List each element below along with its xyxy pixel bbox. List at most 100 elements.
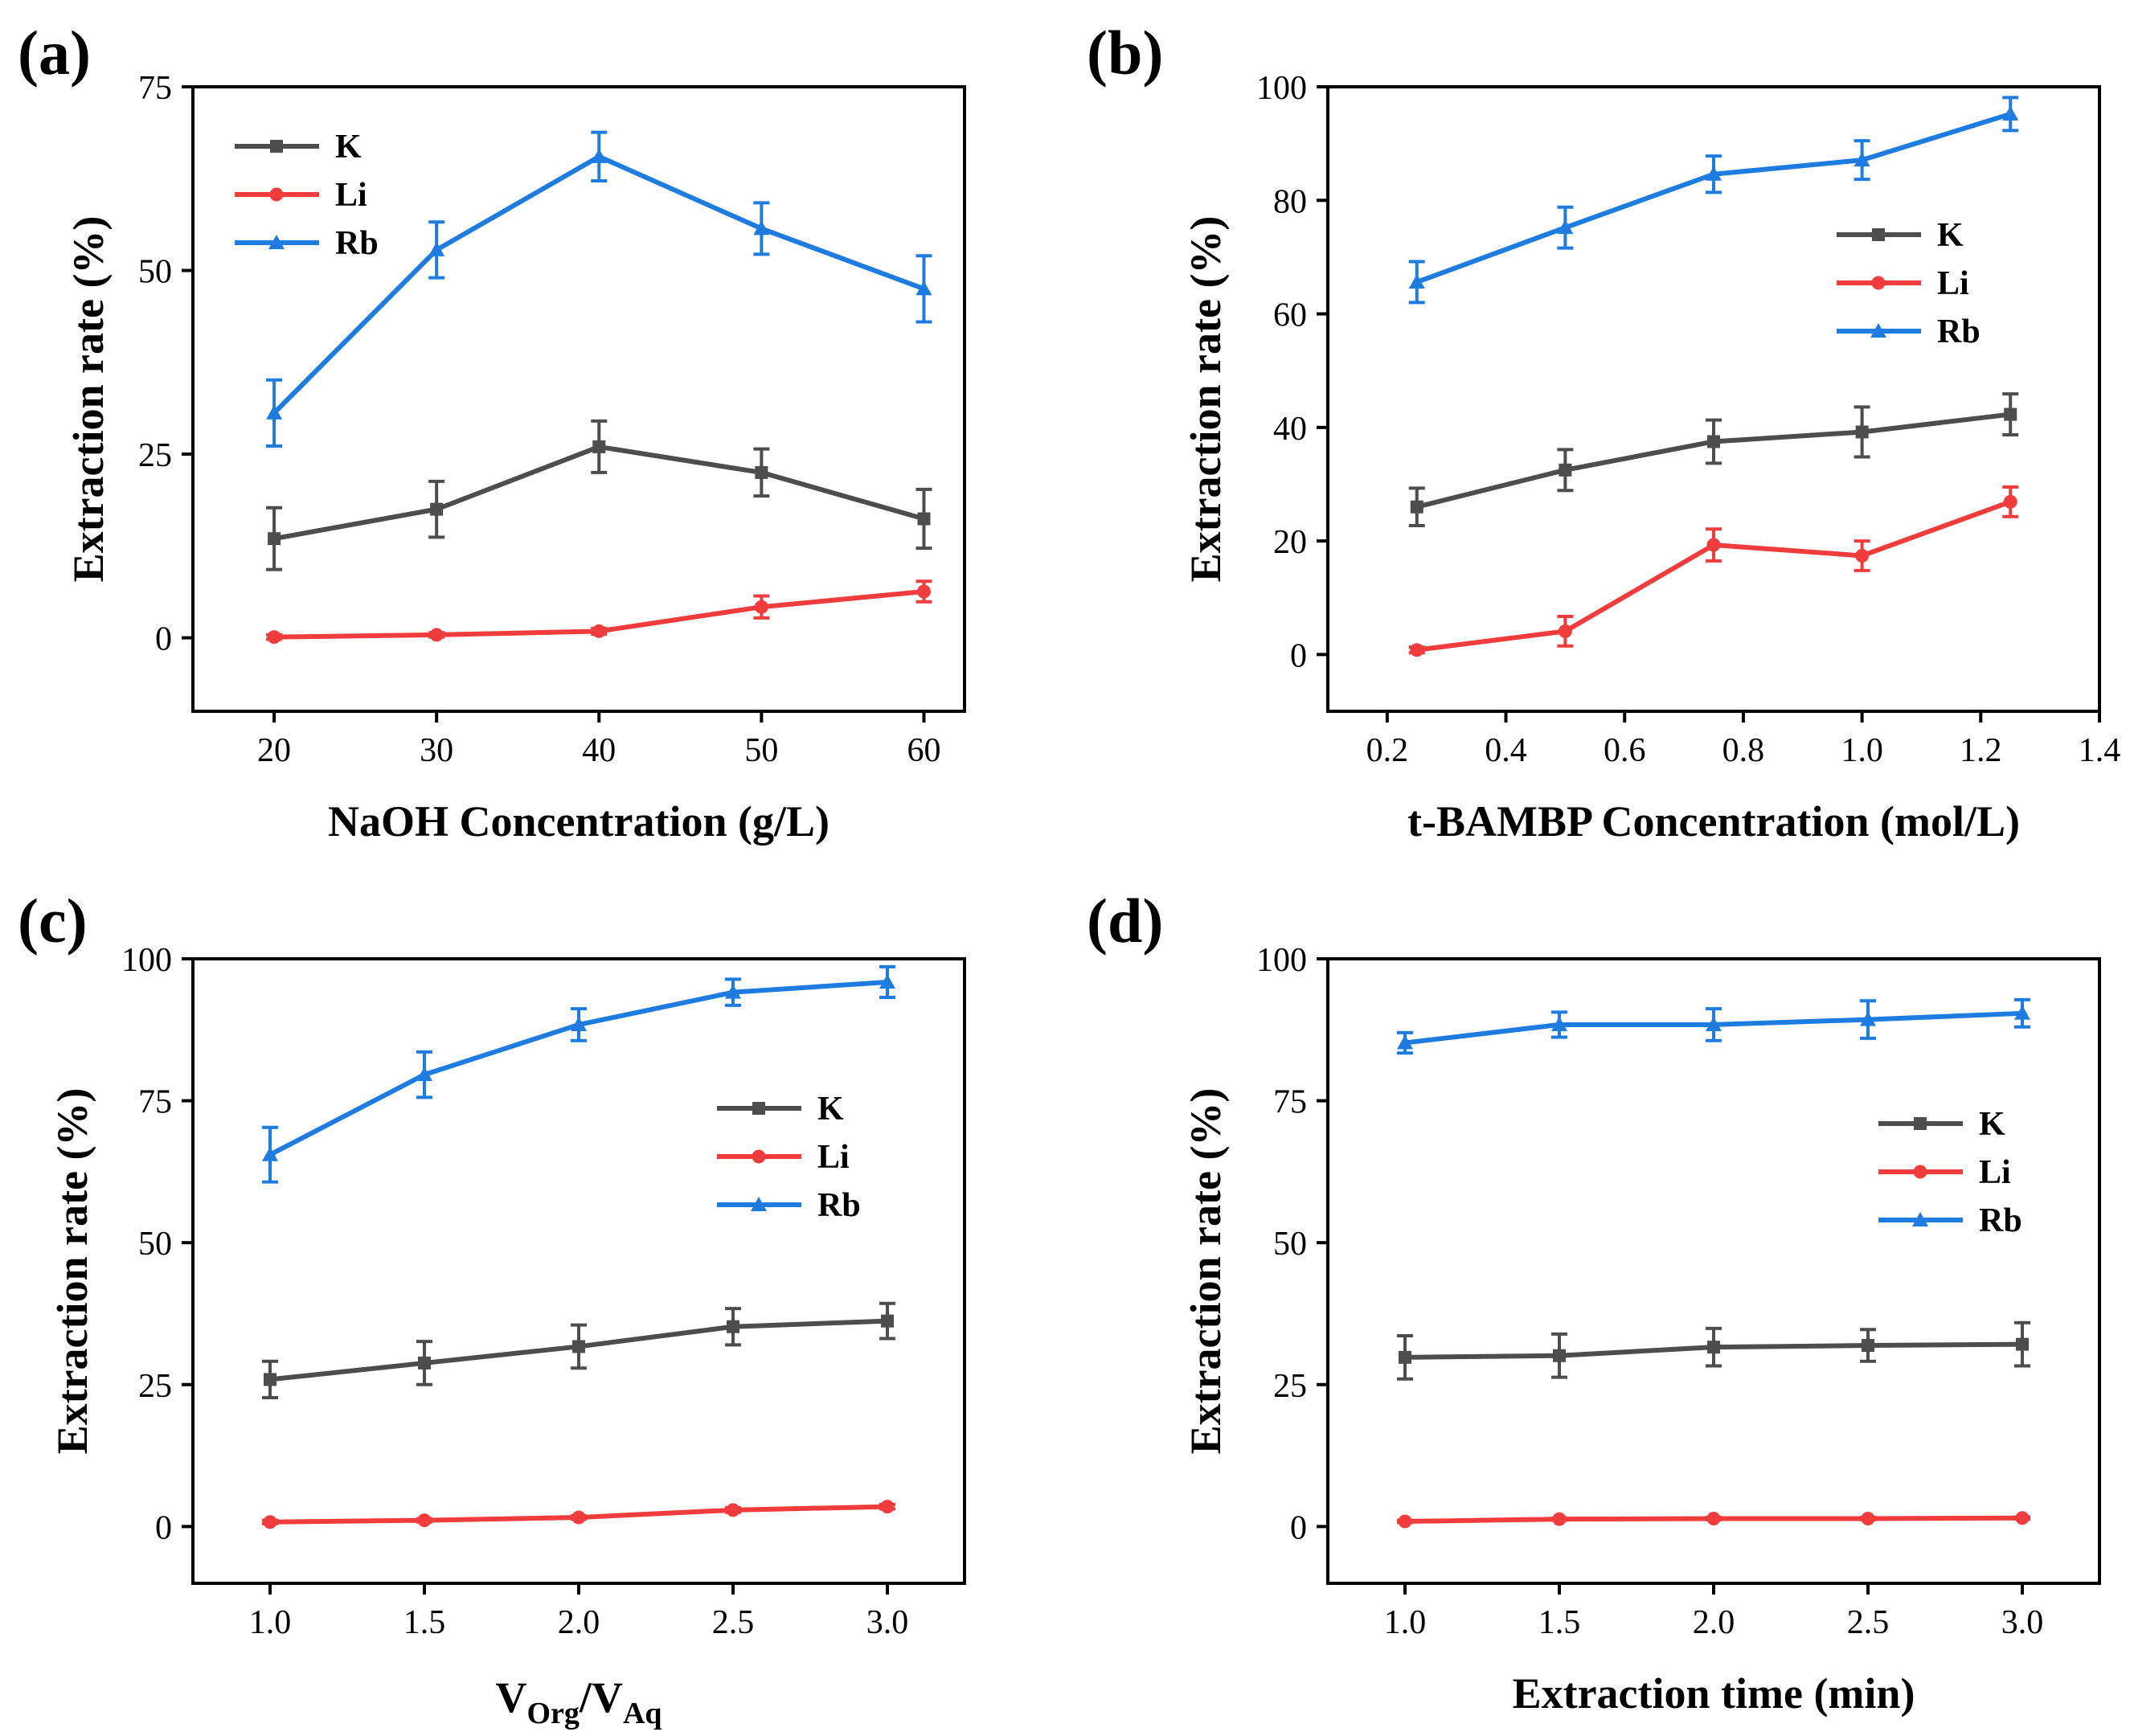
x-tick-label: 30 — [420, 732, 453, 769]
data-point-circle — [1706, 538, 1721, 552]
data-point-triangle — [1870, 323, 1886, 338]
y-axis-title: Extraction rate (%) — [64, 216, 113, 583]
plot-frame — [191, 85, 966, 713]
legend: K Li Rb — [235, 129, 379, 262]
x-tick-label: 3.0 — [866, 1604, 909, 1641]
data-point-square — [268, 532, 281, 546]
x-tick-label: 1.2 — [1960, 732, 2002, 769]
data-point-circle — [263, 1515, 277, 1529]
x-tick-label: 20 — [257, 732, 291, 769]
x-tick-label: 0.8 — [1722, 732, 1765, 769]
data-point-triangle — [416, 1067, 432, 1082]
x-tick-label: 50 — [744, 732, 778, 769]
x-axis-title: Extraction time (min) — [1513, 1669, 1915, 1718]
data-point-triangle — [571, 1016, 587, 1031]
data-point-circle — [592, 624, 606, 638]
data-point-square — [727, 1320, 739, 1333]
x-tick-label: 40 — [582, 732, 616, 769]
chart-panel-b: (b) 0.2 0.4 0.6 0.8 1.0 1.2 1.4 0 20 40 60 80 100 t-BA… — [1087, 18, 2120, 845]
x-axis-title-part: Org — [526, 1697, 579, 1730]
data-point-circle — [1706, 1511, 1721, 1525]
panel-label: (d) — [1087, 886, 1163, 956]
data-point-triangle — [268, 235, 285, 249]
y-tick-label: 20 — [1273, 524, 1307, 561]
data-point-triangle — [2014, 1005, 2030, 1020]
data-point-triangle — [266, 404, 283, 420]
legend-label: Li — [1937, 265, 1969, 302]
legend: K Li Rb — [1878, 1106, 2022, 1239]
data-point-circle — [1558, 624, 1572, 638]
data-point-square — [1399, 1350, 1411, 1364]
x-tick-label: 0.4 — [1485, 732, 1527, 769]
y-tick-label: 60 — [1273, 297, 1307, 334]
data-point-triangle — [1854, 152, 1870, 167]
data-point-triangle — [1551, 1016, 1567, 1031]
data-point-circle — [429, 628, 444, 642]
data-point-square — [2016, 1337, 2029, 1351]
y-tick-label: 0 — [1290, 637, 1307, 674]
y-tick-label: 25 — [1273, 1368, 1307, 1405]
legend-label: Li — [817, 1139, 850, 1176]
x-tick-label: 0.2 — [1366, 732, 1409, 769]
x-axis-title-part: V — [592, 1673, 623, 1722]
x-axis-title: VOrg/VAq — [495, 1673, 662, 1730]
data-point-triangle — [753, 220, 770, 235]
y-tick-label: 40 — [1273, 411, 1307, 448]
y-tick-label: 25 — [138, 437, 172, 474]
data-point-triangle — [879, 973, 895, 989]
data-point-circle — [726, 1503, 740, 1517]
data-point-square — [1855, 425, 1869, 439]
data-point-square — [1553, 1349, 1566, 1362]
series-K — [1408, 392, 2019, 528]
x-tick-label: 1.5 — [1538, 1604, 1581, 1641]
data-point-circle — [754, 600, 768, 614]
y-tick-label: 50 — [1273, 1226, 1307, 1263]
data-point-square — [1914, 1117, 1927, 1130]
y-tick-label: 0 — [1290, 1509, 1307, 1546]
data-point-triangle — [751, 1197, 767, 1211]
legend-label: Rb — [817, 1187, 861, 1224]
data-point-circle — [571, 1510, 586, 1525]
legend-label: K — [1937, 217, 1964, 254]
data-point-triangle — [1408, 273, 1425, 289]
data-point-square — [430, 502, 444, 516]
data-point-square — [1559, 463, 1572, 477]
x-axis-title-part: Aq — [623, 1697, 662, 1730]
x-tick-label: 1.0 — [1841, 732, 1883, 769]
y-tick-label: 80 — [1273, 183, 1307, 220]
data-point-square — [2004, 407, 2017, 421]
y-tick-label: 100 — [1256, 70, 1307, 107]
y-tick-label: 50 — [138, 254, 172, 291]
series-Li — [262, 1500, 895, 1529]
x-tick-label: 2.5 — [1847, 1604, 1890, 1641]
y-tick-label: 0 — [155, 1509, 172, 1546]
data-point-circle — [1871, 276, 1886, 290]
data-point-triangle — [1860, 1011, 1876, 1026]
data-point-triangle — [2002, 105, 2019, 121]
x-tick-label: 1.0 — [249, 1604, 292, 1641]
data-point-square — [1707, 435, 1720, 448]
legend-label: Rb — [335, 225, 379, 262]
legend-label: Rb — [1937, 313, 1980, 350]
data-point-square — [1862, 1339, 1874, 1353]
data-point-circle — [1913, 1165, 1927, 1179]
panel-label: (c) — [18, 886, 88, 956]
data-point-triangle — [1557, 219, 1574, 235]
data-point-square — [1707, 1341, 1720, 1354]
data-point-circle — [2003, 494, 2017, 509]
data-point-square — [264, 1373, 276, 1386]
x-axis-title: NaOH Concentration (g/L) — [328, 797, 829, 845]
y-tick-label: 75 — [138, 1084, 172, 1121]
legend-label: Li — [335, 177, 367, 214]
plot-frame — [191, 957, 966, 1585]
chart-panel-a: (a) 20 30 40 50 60 0 25 50 75 NaOH Concentration (… — [18, 18, 966, 845]
y-tick-label: 50 — [138, 1226, 172, 1263]
series-line — [1415, 112, 2012, 285]
data-point-circle — [1552, 1512, 1567, 1526]
legend-label: K — [817, 1091, 844, 1128]
legend-label: Li — [1979, 1154, 2011, 1191]
x-tick-label: 1.5 — [403, 1604, 446, 1641]
x-tick-label: 2.0 — [1693, 1604, 1735, 1641]
series-K — [262, 1301, 895, 1400]
